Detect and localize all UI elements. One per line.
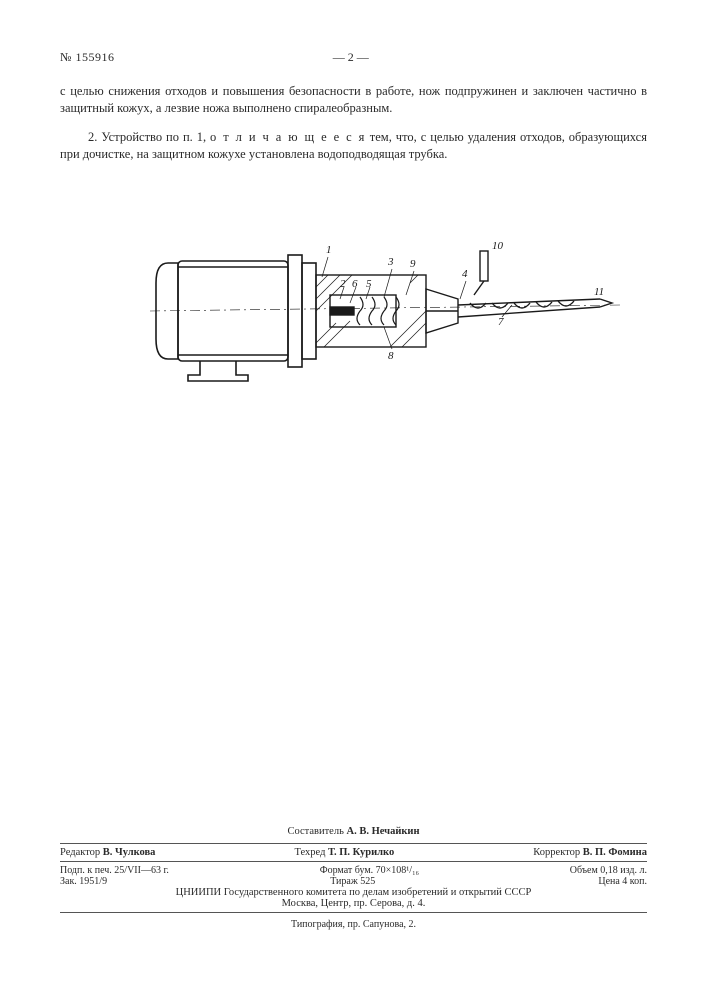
svg-text:6: 6: [352, 278, 358, 290]
divider: [60, 912, 647, 913]
svg-text:3: 3: [387, 256, 394, 268]
svg-text:8: 8: [388, 350, 394, 362]
credits-row: Редактор В. Чулкова Техред Т. П. Курилко…: [60, 847, 647, 858]
svg-text:5: 5: [366, 278, 372, 290]
volume: Объем 0,18 изд. л.: [570, 865, 647, 876]
compiler-label: Составитель: [287, 826, 343, 837]
divider: [60, 843, 647, 844]
document-number: № 155916: [60, 50, 114, 65]
print-run: Тираж 525: [330, 876, 375, 887]
imprint-footer: Составитель А. В. Нечайкин Редактор В. Ч…: [60, 826, 647, 930]
svg-text:7: 7: [498, 316, 504, 328]
editor-label: Редактор: [60, 847, 100, 858]
price: Цена 4 коп.: [598, 876, 647, 887]
org-line: ЦНИИПИ Государственного комитета по дела…: [60, 887, 647, 898]
technical-diagram: 1 2 6 5 3 9 4 10 7 8 11: [60, 203, 647, 413]
paragraph-1-text: с целью снижения отходов и повышения без…: [60, 84, 647, 115]
tech-editor-name: Т. П. Курилко: [328, 847, 394, 858]
page-number: — 2 —: [333, 50, 369, 65]
print-info-row2: Зак. 1951/9 Тираж 525 Цена 4 коп.: [60, 876, 647, 887]
svg-text:10: 10: [492, 240, 504, 252]
claim-emphasis: о т л и ч а ю щ е е с я: [210, 130, 366, 144]
corrector-name: В. П. Фомина: [583, 847, 647, 858]
print-date: Подп. к печ. 25/VII—63 г.: [60, 865, 169, 876]
svg-text:4: 4: [462, 268, 468, 280]
page-header: № 155916 — 2 —: [60, 50, 647, 65]
paragraph-continuation: с целью снижения отходов и повышения без…: [60, 83, 647, 117]
svg-text:11: 11: [594, 286, 604, 298]
address-line: Москва, Центр, пр. Серова, д. 4.: [60, 898, 647, 909]
tech-editor-label: Техред: [295, 847, 326, 858]
compiler-line: Составитель А. В. Нечайкин: [60, 826, 647, 837]
order-number: Зак. 1951/9: [60, 876, 107, 887]
svg-text:2: 2: [340, 278, 346, 290]
paper-format: Формат бум. 70×108¹/₁₆: [320, 865, 419, 876]
svg-text:1: 1: [326, 244, 332, 256]
svg-text:9: 9: [410, 258, 416, 270]
editor-name: В. Чулкова: [103, 847, 156, 858]
typography-line: Типография, пр. Сапунова, 2.: [60, 919, 647, 930]
print-info-row1: Подп. к печ. 25/VII—63 г. Формат бум. 70…: [60, 865, 647, 876]
divider: [60, 861, 647, 862]
paragraph-claim-2: 2. Устройство по п. 1, о т л и ч а ю щ е…: [60, 129, 647, 163]
corrector-label: Корректор: [533, 847, 580, 858]
claim-lead: 2. Устройство по п. 1,: [88, 130, 210, 144]
compiler-name: А. В. Нечайкин: [347, 826, 420, 837]
